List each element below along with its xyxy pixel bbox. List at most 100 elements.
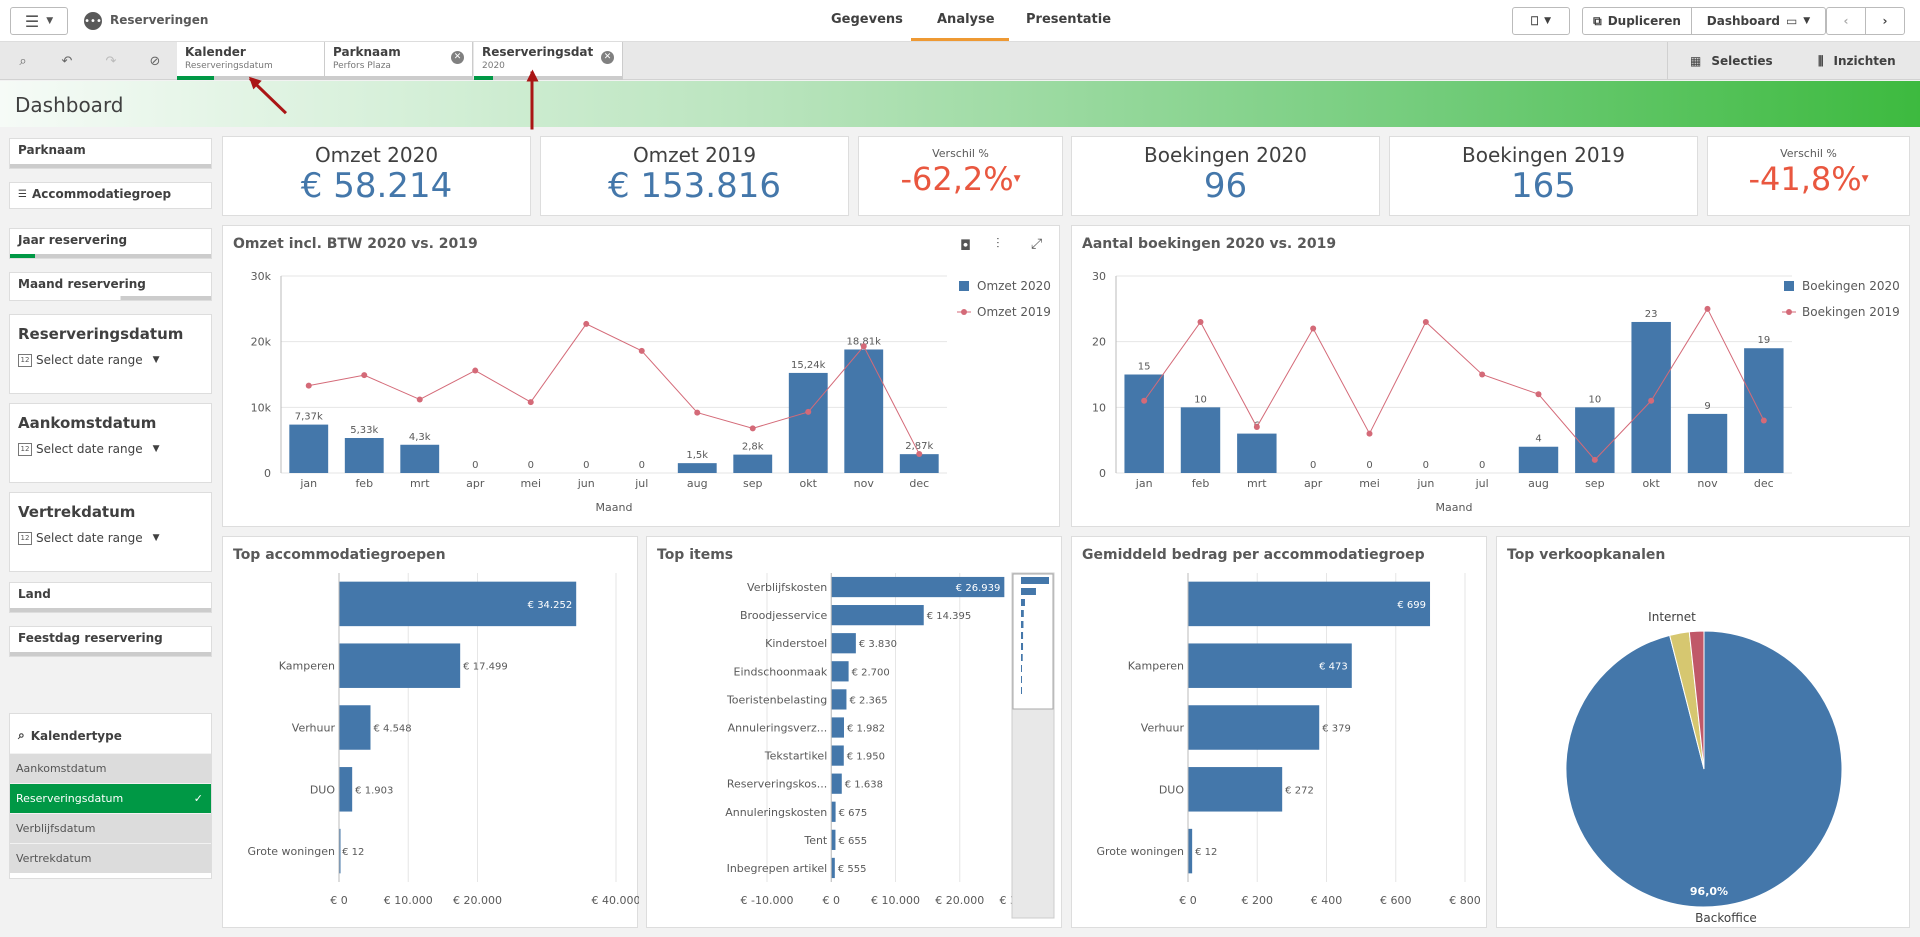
clear-chip-icon[interactable]: ✕ (451, 51, 464, 64)
filter-accommodatiegroep[interactable]: ☰ Accommodatiegroep (9, 182, 212, 209)
exploration-icon[interactable]: ⫶ (996, 236, 1000, 252)
previous-sheet-button[interactable]: ‹ (1826, 7, 1866, 35)
bar (339, 643, 461, 688)
kpi-value: € 153.816 (607, 166, 782, 206)
chart-svg: 96,0% Backoffice Internet (1565, 610, 1843, 925)
scrollbar-preview-bar (1021, 632, 1024, 639)
chevron-down-icon: ▼ (152, 533, 160, 543)
chart-top-verkoopkanalen[interactable]: Top verkoopkanalen 96,0% Backoffice Intern… (1496, 536, 1910, 928)
x-axis-title: Maand (1436, 501, 1473, 514)
chevron-down-icon: ▼ (152, 444, 160, 454)
chart-omzet[interactable]: Omzet incl. BTW 2020 vs. 2019 ◘ ⫶ ⤢ 0 10k… (222, 225, 1060, 527)
sheet-menu-button[interactable]: Dashboard ▭ ▼ (1691, 7, 1826, 35)
chart-title: Top verkoopkanalen (1507, 547, 1666, 563)
next-sheet-button[interactable]: › (1865, 7, 1905, 35)
smart-search-icon[interactable]: ⌕ (19, 53, 27, 69)
y-tick-label: 0 (1099, 467, 1106, 480)
search-icon[interactable]: ⌕ (18, 728, 25, 742)
bar (1188, 581, 1431, 627)
date-filter-reserveringsdatum[interactable]: Reserveringsdatum 12 Select date range ▼ (9, 314, 212, 394)
x-tick-label: jan (299, 477, 317, 490)
chart-gemiddeld-bedrag[interactable]: Gemiddeld bedrag per accommodatiegroep €… (1071, 536, 1487, 928)
tab-presentatie[interactable]: Presentatie (1026, 12, 1112, 27)
bookmark-button[interactable]: ⎕ ▼ (1512, 7, 1570, 35)
chart-boekingen[interactable]: Aantal boekingen 2020 vs. 2019 0 10 20 30 15… (1071, 225, 1910, 527)
chip-state-fill (474, 76, 494, 80)
list-item[interactable]: Aankomstdatum (10, 753, 211, 783)
kpi-label: Omzet 2019 (632, 143, 757, 167)
line-point (805, 408, 812, 415)
filter-feestdag-reservering[interactable]: Feestdag reservering (9, 626, 212, 657)
selections-label: Selecties (1711, 54, 1773, 68)
bar (831, 773, 842, 794)
date-range-picker[interactable]: 12 Select date range ▼ (18, 353, 203, 367)
step-forward-icon[interactable]: ↷ (105, 53, 117, 69)
x-tick-label: € 800 (1449, 894, 1481, 907)
date-range-picker[interactable]: 12 Select date range ▼ (18, 442, 203, 456)
kpi-label: Boekingen 2019 (1461, 143, 1625, 167)
selections-button[interactable]: ▦ Selecties (1667, 42, 1793, 80)
line-series (308, 323, 920, 455)
y-tick-label: Verhuur (1141, 722, 1185, 735)
chart-title: Aantal boekingen 2020 vs. 2019 (1082, 236, 1337, 252)
snapshot-icon[interactable]: ◘ (960, 238, 972, 254)
filter-land[interactable]: Land (9, 582, 212, 613)
filter-state-bar (10, 164, 211, 168)
step-back-icon[interactable]: ↶ (61, 53, 73, 69)
tab-gegevens[interactable]: Gegevens (831, 12, 903, 27)
filter-label: Maand reservering (18, 277, 146, 291)
y-tick-label: Kamperen (279, 660, 335, 673)
navigation-menu-button[interactable]: ☰ ▼ (10, 7, 68, 35)
data-label: € 14.395 (927, 611, 972, 622)
kpi-verschil-boekingen[interactable]: Verschil % -41,8%▼ (1707, 136, 1910, 216)
clear-chip-icon[interactable]: ✕ (601, 51, 614, 64)
data-label: € 1.638 (845, 780, 883, 791)
list-item-selected[interactable]: Reserveringsdatum ✓ (10, 783, 211, 813)
line-point (749, 425, 756, 432)
bar (339, 581, 577, 627)
selection-chip-reserveringsdatum[interactable]: Reserveringsdat... 2020 ✕ (474, 42, 623, 80)
list-item[interactable]: Verblijfsdatum (10, 813, 211, 843)
clear-selections-icon[interactable]: ⊘ (149, 53, 161, 69)
list-item[interactable]: Vertrekdatum (10, 843, 211, 873)
legend-label: Omzet 2020 (977, 279, 1051, 293)
kpi-verschil-omzet[interactable]: Verschil % -62,2%▼ (858, 136, 1063, 216)
date-range-picker[interactable]: 12 Select date range ▼ (18, 531, 203, 545)
insights-button[interactable]: ⫼ Inzichten (1818, 42, 1896, 80)
scrollbar-preview-bar (1021, 610, 1024, 617)
filter-jaar-reservering[interactable]: Jaar reservering (9, 228, 212, 259)
chevron-down-icon: ▼ (152, 355, 160, 365)
x-tick-label: mrt (410, 477, 430, 490)
sheet-title-bar: Dashboard (0, 81, 1920, 127)
filter-label: Parknaam (18, 143, 86, 157)
date-filter-vertrekdatum[interactable]: Vertrekdatum 12 Select date range ▼ (9, 492, 212, 572)
chart-top-items[interactable]: Top items € -10.000 € 0 € 10.000 € 20.000 € … (646, 536, 1062, 928)
filter-kalendertype: ⌕ Kalendertype Aankomstdatum Reserverings… (9, 713, 212, 879)
chart-top-accommodatiegroepen[interactable]: Top accommodatiegroepen € 0 € 10.000 € 20.… (222, 536, 639, 928)
kpi-boekingen-2020[interactable]: Boekingen 2020 96 (1071, 136, 1380, 216)
bar (831, 717, 844, 738)
kpi-omzet-2020[interactable]: Omzet 2020 € 58.214 (222, 136, 531, 216)
filter-maand-reservering[interactable]: Maand reservering (9, 272, 212, 301)
list-item-label: Verblijfsdatum (16, 822, 96, 835)
y-tick-label: 30k (251, 270, 272, 283)
chip-title: Kalender (185, 45, 246, 59)
y-tick-label: Annuleringskosten (725, 806, 827, 819)
fullscreen-icon[interactable]: ⤢ (1031, 236, 1043, 252)
x-tick-label: jan (1135, 477, 1153, 490)
tab-analyse[interactable]: Analyse (937, 12, 995, 27)
duplicate-button[interactable]: ⧉ Dupliceren (1582, 7, 1692, 35)
x-tick-label: jun (577, 477, 595, 490)
filter-parknaam[interactable]: Parknaam (9, 138, 212, 169)
chart-svg: € -10.000€ 0€ 10.000€ 20.000€ 30.000Verb… (725, 572, 1055, 919)
date-filter-aankomstdatum[interactable]: Aankomstdatum 12 Select date range ▼ (9, 403, 212, 483)
selection-chip-parknaam[interactable]: Parknaam Perfors Plaza ✕ (325, 42, 473, 80)
x-tick-label: jul (634, 477, 648, 490)
kpi-omzet-2019[interactable]: Omzet 2019 € 153.816 (540, 136, 849, 216)
bar (1744, 348, 1784, 473)
y-tick-label: Grote woningen (1096, 845, 1184, 858)
x-tick-label: okt (1642, 477, 1660, 490)
kpi-boekingen-2019[interactable]: Boekingen 2019 165 (1389, 136, 1698, 216)
bar (831, 745, 844, 766)
data-label: € 655 (838, 836, 867, 847)
